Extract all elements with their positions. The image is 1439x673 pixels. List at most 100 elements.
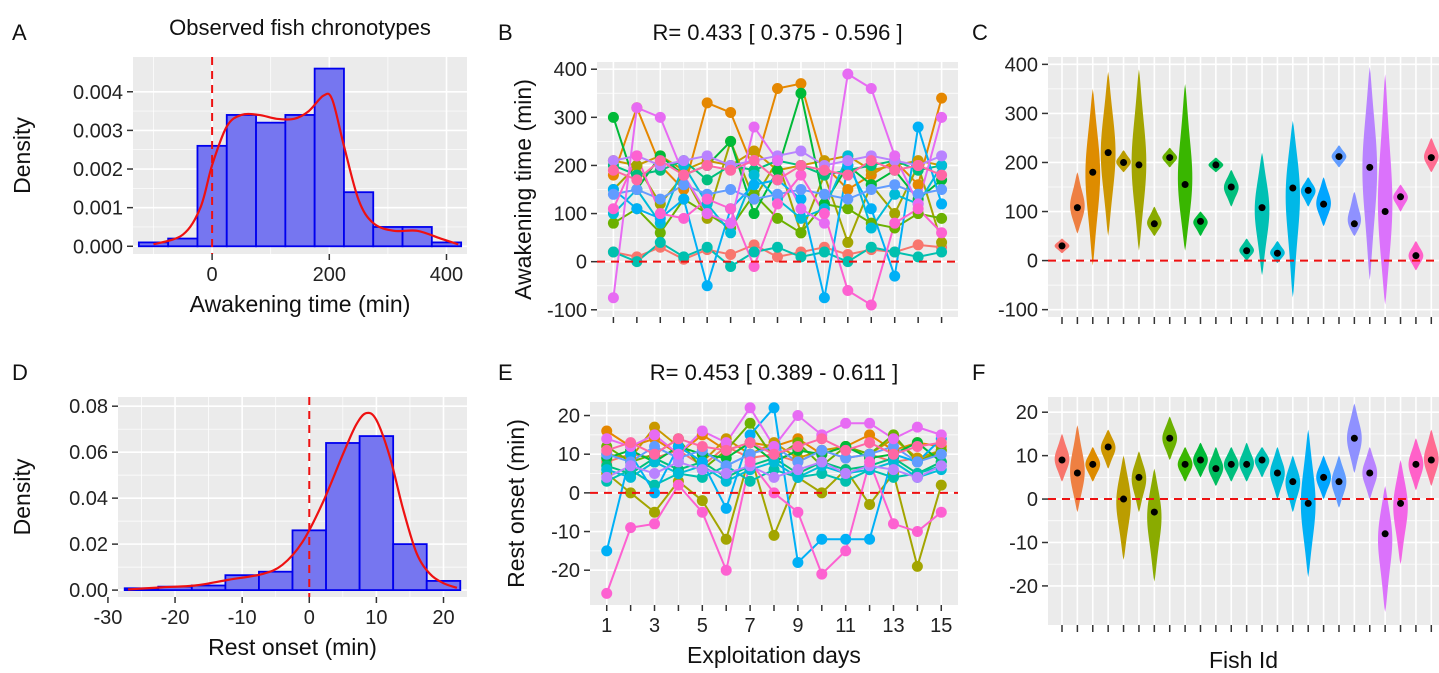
data-point: [649, 421, 661, 433]
median-point: [1243, 460, 1251, 468]
panel-letter-d: D: [12, 360, 28, 385]
data-point: [631, 159, 643, 171]
y-axis-label: Density: [9, 458, 35, 535]
data-point: [772, 251, 783, 263]
data-point: [911, 471, 923, 483]
x-axis-label: Awakening time (min): [190, 291, 411, 317]
violin: [1377, 486, 1393, 612]
data-point: [701, 208, 713, 220]
data-point: [701, 150, 713, 162]
x-axis-label: Rest onset (min): [208, 634, 377, 660]
data-point: [887, 518, 899, 530]
median-point: [1135, 161, 1143, 169]
x-tick-label: 5: [697, 615, 708, 637]
y-tick-label: 20: [558, 406, 580, 428]
panel-f: -20 -10 0 10 20 Fish Id: [1009, 397, 1439, 673]
y-tick-label: -20: [1009, 576, 1038, 598]
y-tick-label: 300: [1005, 103, 1038, 125]
data-point: [935, 506, 947, 518]
data-layer: [1048, 403, 1439, 612]
y-tick-label: 0.02: [69, 534, 108, 556]
data-point: [887, 464, 899, 476]
data-point: [816, 468, 828, 480]
data-point: [720, 452, 732, 464]
median-point: [1150, 220, 1158, 228]
data-point: [772, 155, 783, 167]
median-point: [1196, 456, 1204, 464]
data-point: [744, 437, 756, 449]
violin: [1377, 74, 1393, 305]
violin: [1116, 455, 1131, 560]
data-point: [792, 556, 804, 568]
median-point: [1196, 217, 1204, 225]
data-point: [654, 155, 666, 167]
data-point: [842, 184, 854, 195]
median-point: [1120, 495, 1128, 503]
median-point: [1073, 469, 1081, 477]
data-point: [864, 533, 876, 545]
x-tick-label: 11: [835, 615, 856, 637]
y-tick-label: 0.06: [69, 442, 108, 464]
data-point: [795, 169, 807, 181]
median-point: [1089, 460, 1097, 468]
data-point: [720, 502, 732, 514]
data-point: [935, 437, 947, 449]
y-tick-label: 0.002: [73, 159, 123, 181]
y-tick-label: 0.000: [73, 236, 123, 258]
data-point: [654, 208, 666, 220]
panel-title: R= 0.433 [ 0.375 - 0.596 ]: [652, 20, 902, 45]
data-point: [601, 471, 613, 483]
data-point: [935, 429, 947, 441]
data-point: [768, 456, 780, 468]
violin: [1177, 83, 1193, 251]
data-point: [744, 429, 756, 441]
data-point: [768, 440, 780, 452]
data-point: [887, 456, 899, 468]
y-tick-label: 0: [1027, 489, 1038, 511]
data-point: [768, 448, 780, 460]
data-point: [936, 212, 948, 224]
violin: [1347, 191, 1362, 237]
data-point: [696, 425, 708, 437]
data-point: [631, 174, 643, 186]
data-point: [936, 198, 948, 210]
panel-letter-e: E: [498, 360, 513, 385]
data-point: [649, 448, 661, 460]
data-point: [912, 179, 924, 191]
data-point: [672, 456, 684, 468]
data-point: [744, 475, 756, 487]
data-point: [720, 475, 732, 487]
data-point: [887, 440, 899, 452]
data-point: [936, 111, 948, 123]
median-point: [1366, 469, 1374, 477]
data-point: [631, 256, 643, 268]
data-point: [720, 564, 732, 576]
x-tick-label: -20: [161, 607, 190, 629]
y-tick-label: 100: [1005, 202, 1038, 224]
median-point: [1120, 158, 1128, 166]
data-point: [601, 587, 613, 599]
violin: [1070, 172, 1085, 234]
data-point: [725, 184, 737, 195]
data-point: [678, 251, 690, 263]
data-point: [631, 184, 643, 195]
data-point: [818, 164, 830, 176]
data-point: [842, 203, 854, 215]
median-point: [1366, 163, 1374, 171]
data-point: [865, 203, 877, 215]
data-point: [795, 184, 807, 195]
histogram-bar: [392, 543, 428, 592]
x-tick-label: 10: [365, 607, 387, 629]
histogram-bar: [255, 121, 287, 248]
data-point: [792, 456, 804, 468]
data-point: [625, 471, 637, 483]
data-point: [842, 169, 854, 181]
median-point: [1273, 249, 1281, 257]
median-point: [1335, 153, 1343, 161]
median-point: [1166, 434, 1174, 442]
y-tick-label: 400: [1005, 54, 1038, 76]
y-tick-label: 100: [554, 204, 587, 226]
median-point: [1412, 460, 1420, 468]
data-layer: [590, 402, 958, 599]
data-point: [887, 471, 899, 483]
